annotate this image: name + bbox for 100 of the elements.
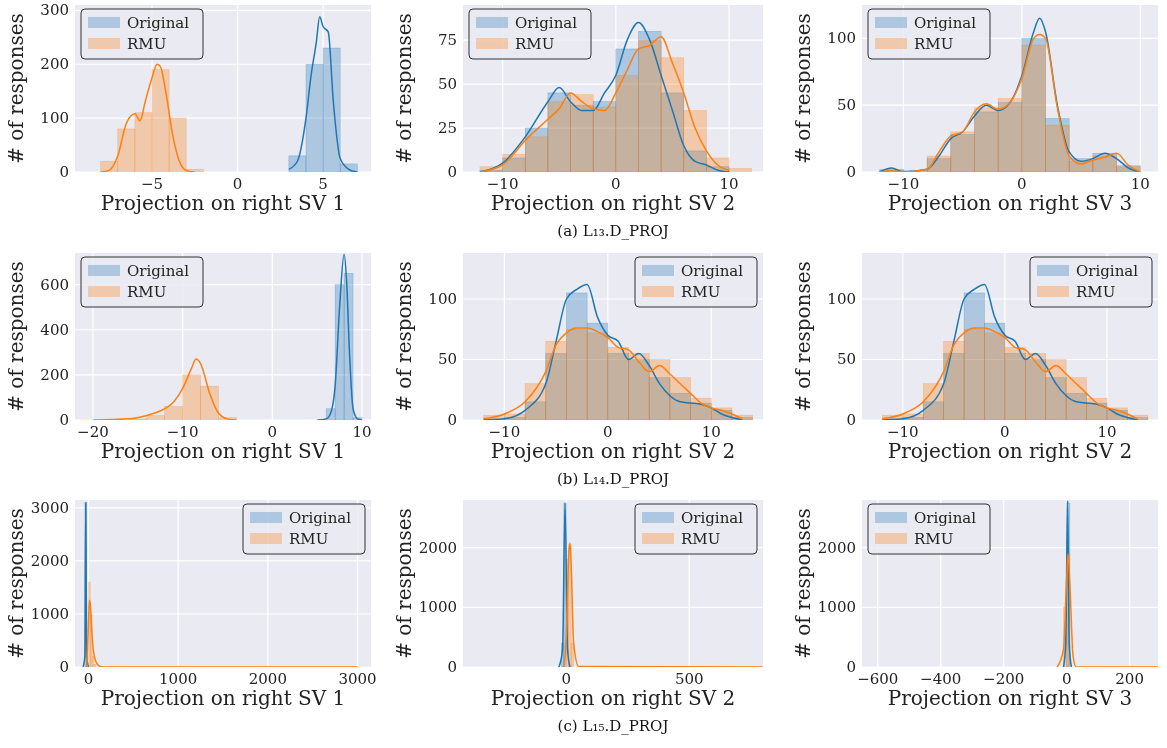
x-axis-title: Projection on right SV 2 <box>490 439 736 463</box>
x-tick-label: 10 <box>352 423 372 441</box>
x-axis-title: Projection on right SV 2 <box>887 439 1133 463</box>
x-axis-title: Projection on right SV 1 <box>100 191 346 215</box>
y-tick-label: 0 <box>447 411 457 429</box>
y-tick-label: 0 <box>846 658 856 676</box>
y-axis-title: # of responses <box>392 13 416 164</box>
x-tick-label: 500 <box>674 670 704 688</box>
x-tick-label: −10 <box>166 423 199 441</box>
x-tick-label: 0 <box>1017 175 1027 193</box>
legend-label: RMU <box>127 283 167 301</box>
y-tick-label: 600 <box>40 275 69 294</box>
y-tick-label: 0 <box>59 163 69 181</box>
legend-label: RMU <box>681 283 721 301</box>
y-tick-label: 2000 <box>30 551 69 570</box>
x-tick-label: 10 <box>719 175 739 193</box>
legend-label: Original <box>681 509 744 527</box>
x-tick-label: 0 <box>83 670 94 688</box>
x-tick-label: −400 <box>920 670 962 688</box>
x-axis-title: Projection on right SV 2 <box>490 191 736 215</box>
legend-label: Original <box>914 14 977 32</box>
x-tick-label: 0 <box>611 175 621 193</box>
x-tick-label: 0 <box>267 423 278 441</box>
y-tick-label: 100 <box>827 29 856 48</box>
y-tick-label: 100 <box>428 289 457 308</box>
legend-label: Original <box>681 262 744 280</box>
x-tick-label: 0 <box>1000 423 1010 441</box>
y-tick-label: 1000 <box>30 604 69 623</box>
y-axis-title: # of responses <box>4 13 28 164</box>
legend-label: Original <box>289 509 352 527</box>
y-tick-label: 2000 <box>418 538 457 557</box>
x-tick-label: 2000 <box>248 670 287 688</box>
x-axis-title: Projection on right SV 1 <box>100 686 346 710</box>
y-tick-label: 50 <box>437 350 457 369</box>
y-tick-label: 1000 <box>418 598 457 617</box>
y-axis-title: # of responses <box>791 508 815 659</box>
y-tick-label: 1000 <box>817 598 856 617</box>
y-tick-label: 0 <box>447 658 457 676</box>
text: (b) L₁₄.D_PROJ <box>556 470 670 488</box>
x-tick-label: −600 <box>857 670 899 688</box>
y-tick-label: 50 <box>437 75 457 94</box>
y-axis-title: # of responses <box>392 261 416 412</box>
legend-label: RMU <box>1076 283 1116 301</box>
y-axis-title: # of responses <box>791 13 815 164</box>
legend-label: Original <box>914 509 977 527</box>
legend-label: Original <box>1076 262 1139 280</box>
x-tick-label: 10 <box>1130 175 1150 193</box>
x-tick-label: 1000 <box>159 670 198 688</box>
y-tick-label: 0 <box>846 411 856 429</box>
x-tick-label: 3000 <box>338 670 377 688</box>
x-tick-label: 0 <box>603 423 613 441</box>
x-tick-label: −10 <box>887 175 920 193</box>
y-axis-title: # of responses <box>4 508 28 659</box>
x-tick-label: −10 <box>887 423 919 441</box>
x-tick-label: −200 <box>983 670 1025 688</box>
x-tick-label: 0 <box>561 670 572 688</box>
y-tick-label: 0 <box>447 163 457 181</box>
y-tick-label: 0 <box>59 658 69 676</box>
legend-label: RMU <box>681 530 721 548</box>
x-tick-label: −10 <box>488 423 521 441</box>
legend-label: Original <box>127 262 190 280</box>
y-tick-label: 0 <box>846 163 856 181</box>
legend-label: RMU <box>515 35 555 53</box>
x-tick-label: −10 <box>486 175 519 193</box>
y-axis-title: # of responses <box>4 261 28 412</box>
text: (a) L₁₃.D_PROJ <box>557 222 669 240</box>
y-tick-label: 300 <box>40 1 69 20</box>
y-tick-label: 75 <box>437 31 457 50</box>
y-tick-label: 100 <box>40 109 69 128</box>
legend-label: Original <box>127 14 190 32</box>
legend-label: RMU <box>914 35 954 53</box>
x-tick-label: 0 <box>1061 670 1072 688</box>
legend-label: Original <box>515 14 578 32</box>
x-tick-label: 10 <box>701 423 721 441</box>
x-tick-label: 200 <box>1115 670 1144 688</box>
x-tick-label: 5 <box>318 175 328 193</box>
legend-label: RMU <box>127 35 167 53</box>
x-axis-title: Projection on right SV 3 <box>887 191 1133 215</box>
y-tick-label: 25 <box>437 119 457 138</box>
x-axis-title: Projection on right SV 1 <box>100 439 346 463</box>
x-tick-label: −20 <box>77 423 109 441</box>
x-axis-title: Projection on right SV 3 <box>887 686 1133 710</box>
y-tick-label: 400 <box>40 320 69 339</box>
y-axis-title: # of responses <box>392 508 416 659</box>
y-tick-label: 3000 <box>30 498 69 517</box>
y-tick-label: 0 <box>59 411 69 429</box>
x-axis-title: Projection on right SV 2 <box>490 686 736 710</box>
y-tick-label: 200 <box>40 365 69 384</box>
y-tick-label: 100 <box>827 289 856 308</box>
y-tick-label: 50 <box>836 96 856 115</box>
x-tick-label: 10 <box>1097 423 1117 441</box>
y-tick-label: 50 <box>836 350 856 369</box>
x-tick-label: −5 <box>140 175 164 193</box>
y-tick-label: 2000 <box>817 538 856 557</box>
legend-label: RMU <box>914 530 954 548</box>
y-tick-label: 200 <box>40 55 69 74</box>
text: (c) L₁₅.D_PROJ <box>557 717 669 735</box>
legend-label: RMU <box>289 530 329 548</box>
x-tick-label: 0 <box>232 175 243 193</box>
y-axis-title: # of responses <box>791 261 815 412</box>
